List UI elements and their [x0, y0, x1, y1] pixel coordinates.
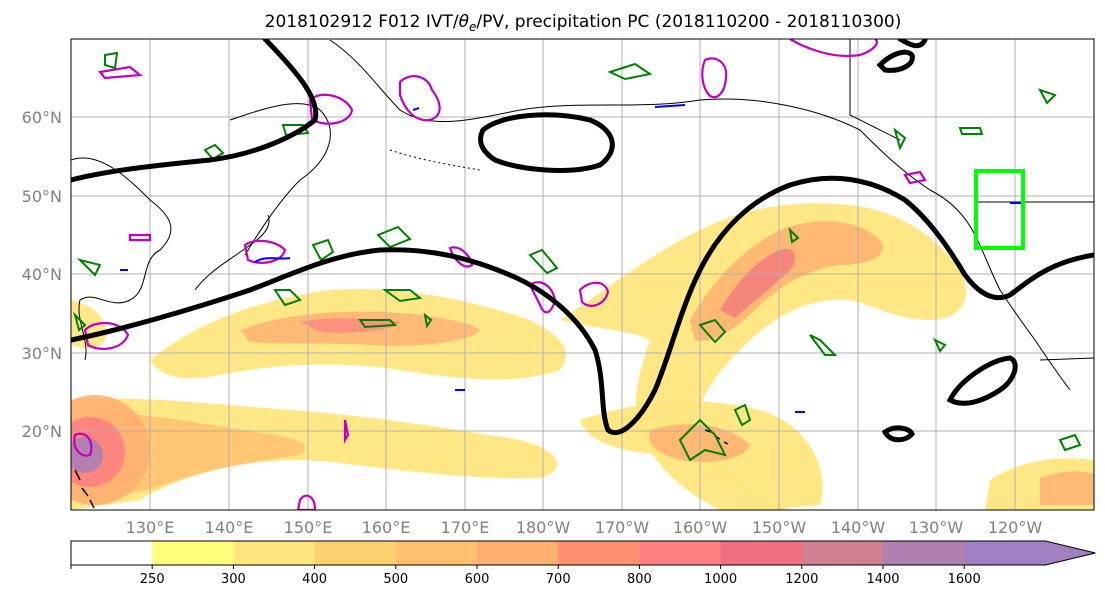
longitude-labels: 130°E 140°E 150°E 160°E 170°E 180°W 170°…: [126, 518, 1043, 537]
colorbar-segment: [801, 541, 884, 565]
lon-label-160e: 160°E: [362, 518, 411, 537]
colorbar-tick-label: 1000: [704, 572, 737, 587]
colorbar-segment: [152, 541, 234, 565]
coast-aleutians: [389, 149, 481, 171]
ivt-patch-se-core: [1040, 471, 1094, 505]
colorbar-segment-extend: [964, 541, 1096, 565]
lon-label-120w: 120°W: [988, 518, 1043, 537]
colorbar-tick-label: 1400: [866, 572, 899, 587]
theta-e-contours-green: [73, 51, 1082, 462]
ivt-plume-central-max: [720, 248, 796, 318]
colorbar-segment: [233, 541, 316, 565]
lat-label-50: 50°N: [22, 187, 62, 206]
colorbar-tick-label: 800: [627, 572, 652, 587]
lon-label-170e: 170°E: [441, 518, 490, 537]
latitude-labels: 60°N 50°N 40°N 30°N 20°N: [22, 108, 62, 441]
coast-japan: [194, 214, 270, 291]
colorbar-tick-label: 1200: [785, 572, 818, 587]
lat-label-20: 20°N: [22, 422, 62, 441]
lat-label-40: 40°N: [22, 265, 62, 284]
colorbar-segment: [639, 541, 722, 565]
map-frame: [70, 38, 1095, 511]
border-us-mexico: [1039, 357, 1094, 361]
gridlines: [71, 39, 1094, 510]
map-content: [71, 39, 1094, 510]
pv-contours: [71, 39, 1094, 443]
pv-ridge-closed-3: [881, 425, 915, 443]
colorbar-segment: [314, 541, 397, 565]
colorbar-segment: [720, 541, 803, 565]
colorbar-segment: [558, 541, 640, 565]
colorbar-segment: [883, 541, 965, 565]
lon-label-160w: 160°W: [673, 518, 728, 537]
colorbar-tick-label: 1600: [948, 572, 981, 587]
lat-label-30: 30°N: [22, 344, 62, 363]
coast-na-west: [929, 189, 1071, 391]
theta-e-contours-magenta: [73, 39, 927, 510]
pv-contour-main: [71, 175, 1094, 435]
border-alaska-canada: [849, 39, 901, 141]
colorbar-tick-label: 600: [465, 572, 490, 587]
colorbar-tick-label: 700: [546, 572, 571, 587]
coast-alaska: [329, 39, 931, 191]
ivt-shading: [71, 203, 1094, 510]
pv-contour-ne: [876, 39, 928, 73]
region-highlight-box: [974, 169, 1025, 250]
figure-title: 2018102912 F012 IVT/θe/PV, precipitation…: [265, 12, 902, 34]
colorbar: 250 300 400 500 600 700 800 1000 1200 1400 1600: [70, 540, 1096, 587]
lon-label-150e: 150°E: [284, 518, 333, 537]
colorbar-segment-under: [71, 541, 153, 565]
lon-label-140w: 140°W: [831, 518, 886, 537]
lon-label-140e: 140°E: [205, 518, 254, 537]
pv-contour-north: [71, 39, 319, 183]
colorbar-outline: [70, 540, 1096, 566]
colorbar-tick-label: 400: [302, 572, 327, 587]
pv-ridge-closed-1: [478, 112, 615, 173]
coastlines: [71, 39, 1094, 509]
colorbar-segment: [395, 541, 478, 565]
coast-kamchatka: [229, 103, 331, 256]
colorbar-tick-label: 250: [140, 572, 165, 587]
lon-label-170w: 170°W: [595, 518, 650, 537]
lon-label-180w: 180°W: [516, 518, 571, 537]
colorbar-tick-label: 500: [383, 572, 408, 587]
coast-asia: [71, 157, 172, 361]
pv-ridge-closed-2: [946, 355, 1018, 406]
colorbar-tick-label: 300: [221, 572, 246, 587]
ivt-band-west-max: [300, 318, 400, 333]
lat-label-60: 60°N: [22, 108, 62, 127]
colorbar-segment: [477, 541, 559, 565]
lon-label-130e: 130°E: [126, 518, 175, 537]
coast-philippines: [74, 469, 95, 509]
lon-label-150w: 150°W: [752, 518, 807, 537]
lon-label-130w: 130°W: [909, 518, 964, 537]
